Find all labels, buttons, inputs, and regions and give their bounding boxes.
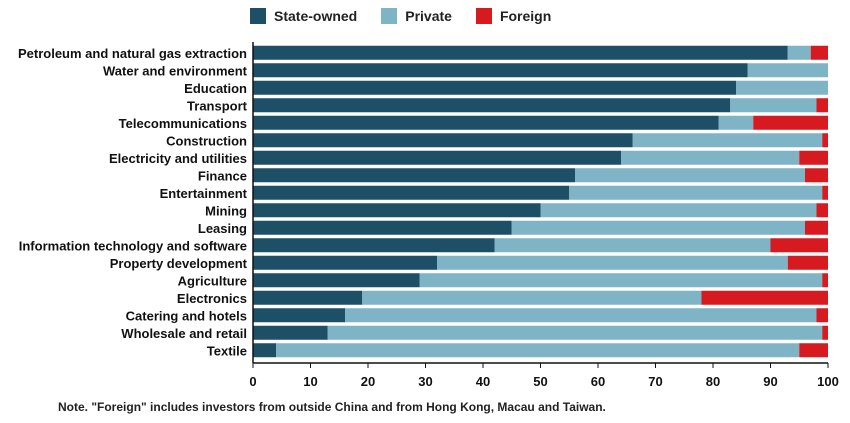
bar-segment (253, 238, 495, 253)
category-label: Electronics (177, 291, 247, 306)
category-label: Agriculture (178, 273, 247, 288)
bar-segment (799, 343, 828, 358)
legend-swatch (381, 8, 398, 24)
bar-segment (787, 255, 828, 270)
bar-segment (327, 325, 823, 340)
category-label: Petroleum and natural gas extraction (18, 46, 247, 61)
x-tick-label: 100 (817, 374, 839, 389)
chart-note: Note. "Foreign" includes investors from … (58, 400, 606, 414)
bar-segment (253, 273, 420, 288)
category-label: Entertainment (160, 186, 248, 201)
bar-segment (253, 203, 541, 218)
bar-segment (770, 238, 828, 253)
category-label: Water and environment (103, 63, 248, 78)
bar-segment (575, 168, 805, 183)
legend-label: State-owned (274, 8, 358, 24)
x-tick-label: 30 (418, 374, 432, 389)
bar-segment (253, 185, 570, 200)
x-tick-label: 10 (303, 374, 317, 389)
bar-segment (253, 308, 345, 323)
x-tick-label: 80 (706, 374, 720, 389)
bar-segment (805, 168, 828, 183)
bar-segment (810, 45, 828, 60)
bar-segment (419, 273, 823, 288)
bar-segment (747, 63, 828, 78)
legend-label: Foreign (499, 8, 552, 24)
x-tick-label: 20 (361, 374, 375, 389)
bar-segment (632, 133, 823, 148)
bar-segment (822, 133, 828, 148)
bar-segment (253, 220, 512, 235)
bar-segment (816, 308, 828, 323)
x-tick-label: 0 (249, 374, 256, 389)
bar-segment (253, 343, 276, 358)
bar-segment (822, 273, 828, 288)
category-label: Wholesale and retail (121, 326, 247, 341)
bar-segment (701, 290, 828, 305)
bar-segment (362, 290, 702, 305)
category-label: Telecommunications (119, 116, 247, 131)
bar-segment (253, 150, 621, 165)
legend-swatch (475, 8, 492, 24)
bar-segment (569, 185, 823, 200)
bar-segment (718, 115, 754, 130)
bar-segment (276, 343, 800, 358)
category-label: Mining (205, 203, 247, 218)
bar-segment (753, 115, 828, 130)
bar-segment (253, 63, 748, 78)
bar-segment (822, 185, 828, 200)
bar-segment (437, 255, 788, 270)
bar-segment (816, 203, 828, 218)
category-label: Finance (198, 168, 247, 183)
legend-label: Private (405, 8, 452, 24)
bar-segment (494, 238, 771, 253)
category-label: Construction (166, 133, 247, 148)
bar-segment (253, 290, 363, 305)
chart-legend: State-owned Private Foreign (250, 8, 551, 24)
category-label: Electricity and utilities (109, 151, 247, 166)
legend-item: Private (381, 8, 452, 24)
legend-swatch (250, 8, 266, 24)
bar-segment (736, 80, 828, 95)
bar-segment (805, 220, 828, 235)
x-tick-label: 50 (533, 374, 547, 389)
legend-item: State-owned (250, 8, 357, 24)
category-label: Textile (207, 343, 247, 358)
bar-segment (253, 115, 719, 130)
category-label: Property development (110, 256, 248, 271)
x-tick-label: 60 (591, 374, 605, 389)
bar-segment (253, 98, 731, 113)
bar-segment (253, 45, 788, 60)
bar-segment (816, 98, 828, 113)
bar-segment (253, 325, 328, 340)
bar-segment (253, 255, 437, 270)
bar-segment (511, 220, 805, 235)
x-tick-label: 90 (763, 374, 777, 389)
bar-segment (621, 150, 800, 165)
category-label: Education (184, 81, 247, 96)
bar-segment (253, 168, 575, 183)
x-tick-label: 40 (476, 374, 490, 389)
x-tick-label: 70 (648, 374, 662, 389)
bar-segment (822, 325, 828, 340)
category-label: Transport (187, 98, 248, 113)
category-label: Leasing (198, 221, 247, 236)
bar-segment (345, 308, 817, 323)
bar-segment (787, 45, 811, 60)
category-label: Information technology and software (19, 238, 247, 253)
bar-segment (253, 80, 736, 95)
bar-segment (799, 150, 828, 165)
bar-segment (540, 203, 817, 218)
bar-segment (730, 98, 817, 113)
category-label: Catering and hotels (126, 308, 247, 323)
legend-item: Foreign (475, 8, 552, 24)
bar-segment (253, 133, 633, 148)
